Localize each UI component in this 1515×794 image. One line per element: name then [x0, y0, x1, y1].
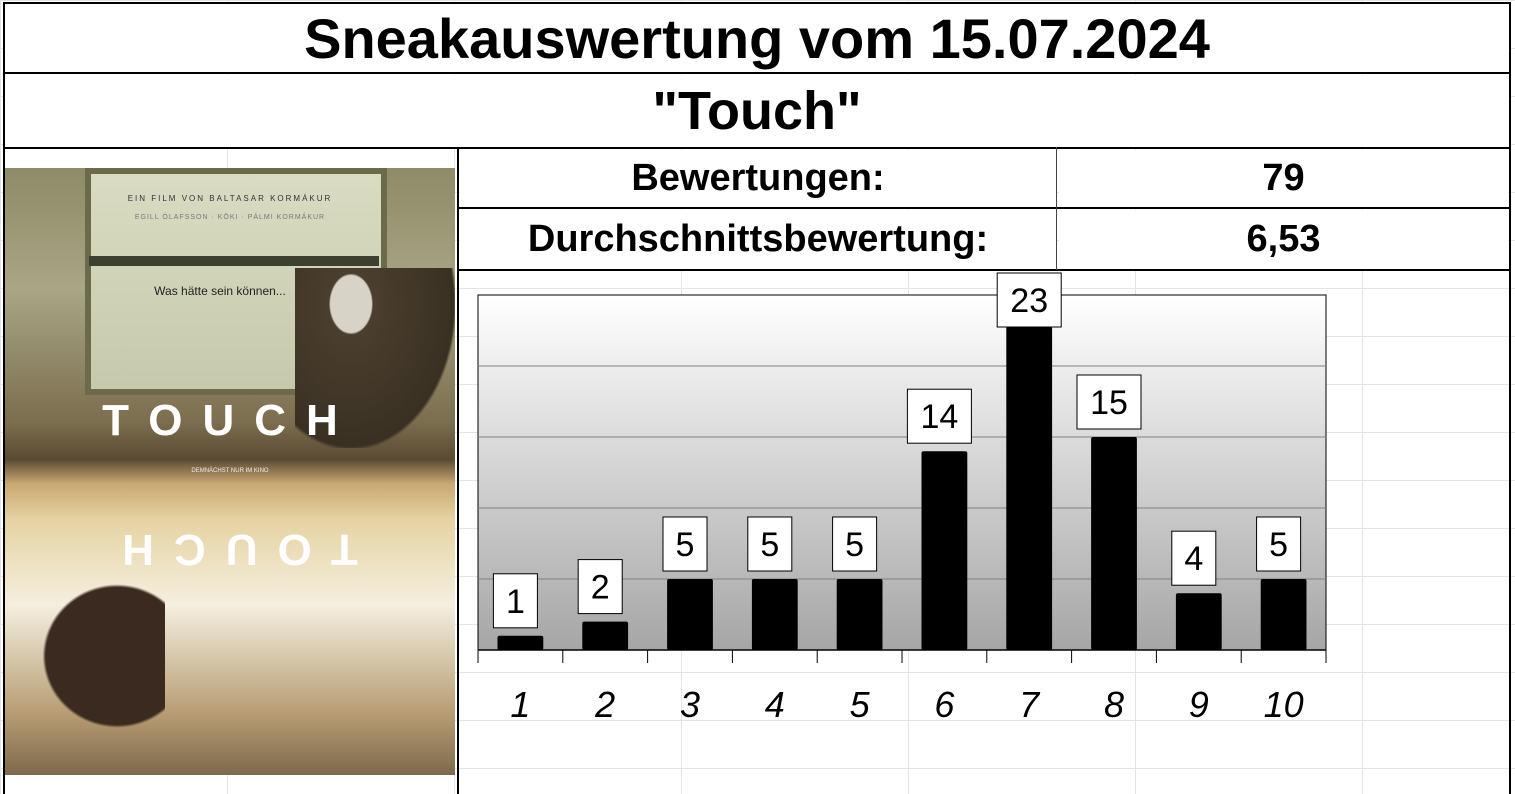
- border: [1056, 147, 1057, 270]
- page-title: Sneakauswertung vom 15.07.2024: [5, 4, 1509, 72]
- bar-1: [497, 635, 544, 650]
- poster-logo: TOUCH: [102, 396, 358, 445]
- poster-figure-mirrored: [5, 548, 165, 728]
- data-label-box: [662, 516, 708, 572]
- count-label: Bewertungen:: [460, 150, 1056, 207]
- avg-value: 6,53: [1059, 210, 1508, 269]
- data-label: 15: [1090, 384, 1128, 422]
- data-label: 1: [506, 583, 525, 621]
- x-tick-label: 3: [680, 684, 700, 725]
- border: [3, 2, 5, 149]
- x-tick-label: 8: [1104, 684, 1124, 725]
- data-label-box: [1076, 374, 1142, 430]
- movie-poster: EIN FILM VON BALTASAR KORMÁKUR EGILL ÓLA…: [5, 168, 455, 775]
- rating-bar-chart: 1 1 2 2 5 3 5 4 5 5 14 6 23 7 15 8 4 9 5 10: [477, 272, 1327, 725]
- avg-label: Durchschnittsbewertung:: [460, 210, 1056, 269]
- border: [3, 147, 5, 794]
- poster-release: DEMNÄCHST NUR IM KINO: [191, 468, 269, 474]
- border: [3, 147, 1511, 149]
- poster-window-bar: [89, 256, 379, 266]
- data-label: 5: [1269, 526, 1288, 564]
- x-tick-label: 4: [765, 684, 785, 725]
- poster-tagline: Was hätte sein können...: [154, 284, 286, 298]
- bar-7: [1006, 323, 1053, 650]
- data-label: 23: [1010, 282, 1048, 320]
- data-label-box: [577, 559, 623, 615]
- x-tick-label: 6: [934, 684, 955, 725]
- count-value: 79: [1059, 150, 1508, 207]
- x-tick-label: 5: [850, 684, 871, 725]
- border: [3, 72, 1511, 74]
- data-label: 5: [760, 526, 779, 564]
- x-tick-label: 2: [594, 684, 615, 725]
- x-tick-label: 7: [1019, 684, 1041, 725]
- data-label-box: [906, 388, 972, 444]
- x-tick-label: 1: [510, 684, 530, 725]
- data-label-box: [1171, 530, 1217, 586]
- data-label: 2: [591, 569, 610, 607]
- data-label-box: [996, 272, 1062, 328]
- bar-8: [1091, 437, 1137, 650]
- data-label: 14: [920, 398, 958, 436]
- poster-director: EIN FILM VON BALTASAR KORMÁKUR: [127, 194, 333, 203]
- bar-6: [921, 451, 968, 650]
- bar-5: [836, 579, 883, 650]
- film-title: "Touch": [5, 75, 1509, 147]
- border: [457, 147, 459, 794]
- border: [457, 269, 1511, 271]
- x-tick-label: 10: [1264, 684, 1304, 725]
- data-label: 4: [1184, 540, 1203, 578]
- bar-9: [1175, 593, 1222, 650]
- data-label: 5: [845, 526, 864, 564]
- data-label-box: [1256, 516, 1302, 572]
- data-label-box: [492, 573, 538, 629]
- border: [457, 207, 1511, 209]
- border: [1509, 2, 1511, 794]
- bar-3: [667, 579, 713, 650]
- poster-cast: EGILL ÓLAFSSON · KŌKI · PÁLMI KORMÁKUR: [134, 214, 326, 221]
- bar-2: [582, 621, 629, 650]
- data-label: 5: [676, 526, 695, 564]
- data-label-box: [747, 516, 793, 572]
- bar-10: [1260, 579, 1307, 650]
- poster-figure: [295, 268, 455, 448]
- x-tick-label: 9: [1189, 684, 1209, 725]
- data-label-box: [832, 516, 878, 572]
- border: [3, 2, 1511, 4]
- bar-4: [751, 579, 798, 650]
